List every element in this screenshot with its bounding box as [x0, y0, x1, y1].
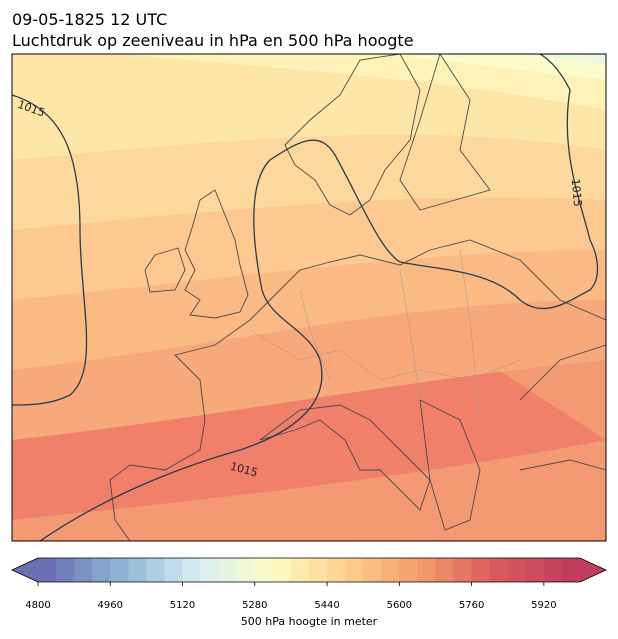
tick-label: 5440 — [314, 600, 339, 611]
colorbar-band — [345, 558, 364, 582]
coastline — [184, 189, 249, 319]
map: 1015 1015 1015 — [12, 54, 606, 541]
map-frame — [11, 53, 607, 542]
subtitle: Luchtdruk op zeeniveau in hPa en 500 hPa… — [12, 31, 414, 50]
coastline — [399, 54, 491, 211]
coastline — [144, 247, 186, 293]
isobar — [39, 54, 599, 541]
tick-label: 4800 — [25, 600, 50, 611]
colorbar-band — [272, 558, 292, 582]
colorbar-band — [38, 558, 57, 582]
colorbar-band — [417, 558, 436, 582]
contour-label: 1015 — [569, 178, 584, 207]
colorbar-band — [110, 558, 129, 582]
tick-label: 4960 — [98, 600, 123, 611]
colorbar-extend — [580, 558, 606, 582]
coastline — [284, 54, 421, 216]
colorbar-band — [56, 558, 75, 582]
colorbar-extend — [12, 558, 38, 582]
colorbar-band — [543, 558, 563, 582]
colorbar-band — [164, 558, 184, 582]
colorbar-band — [309, 558, 328, 582]
tick-label: 5120 — [170, 600, 195, 611]
colorbar-band — [471, 558, 491, 582]
colorbar-band — [290, 558, 310, 582]
colorbar: 4800 4960 5120 5280 5440 5600 5760 5920 — [11, 557, 607, 611]
colorbar-band — [74, 558, 93, 582]
colorbar-band — [182, 558, 202, 582]
colorbar-outline — [11, 557, 607, 583]
colorbar-band — [236, 558, 256, 582]
coastline — [109, 354, 206, 541]
colorbar-band — [363, 558, 382, 582]
coastline — [419, 399, 481, 531]
coastline — [174, 239, 606, 356]
border — [249, 249, 521, 421]
colorbar-band — [399, 558, 418, 582]
colorbar-band — [507, 558, 527, 582]
colorbar-band — [435, 558, 455, 582]
coastline — [259, 404, 431, 511]
colorbar-band — [92, 558, 111, 582]
colorbar-band — [146, 558, 165, 582]
colorbar-band — [489, 558, 509, 582]
coastline — [519, 344, 606, 471]
colorbar-band — [453, 558, 473, 582]
colorbar-label: 500 hPa hoogte in meter — [241, 615, 378, 628]
tick-label: 5760 — [459, 600, 484, 611]
tick-label: 5920 — [531, 600, 556, 611]
colorbar-band — [200, 558, 220, 582]
tick-label: 5600 — [387, 600, 412, 611]
colorbar-band — [525, 558, 545, 582]
colorbar-band — [254, 558, 274, 582]
tick-label: 5280 — [242, 600, 267, 611]
colorbar-band — [327, 558, 346, 582]
colorbar-band — [561, 558, 581, 582]
colorbar-band — [128, 558, 147, 582]
colorbar-band — [218, 558, 238, 582]
isobar — [12, 94, 88, 406]
title: 09-05-1825 12 UTC — [12, 10, 167, 29]
colorbar-band — [381, 558, 400, 582]
